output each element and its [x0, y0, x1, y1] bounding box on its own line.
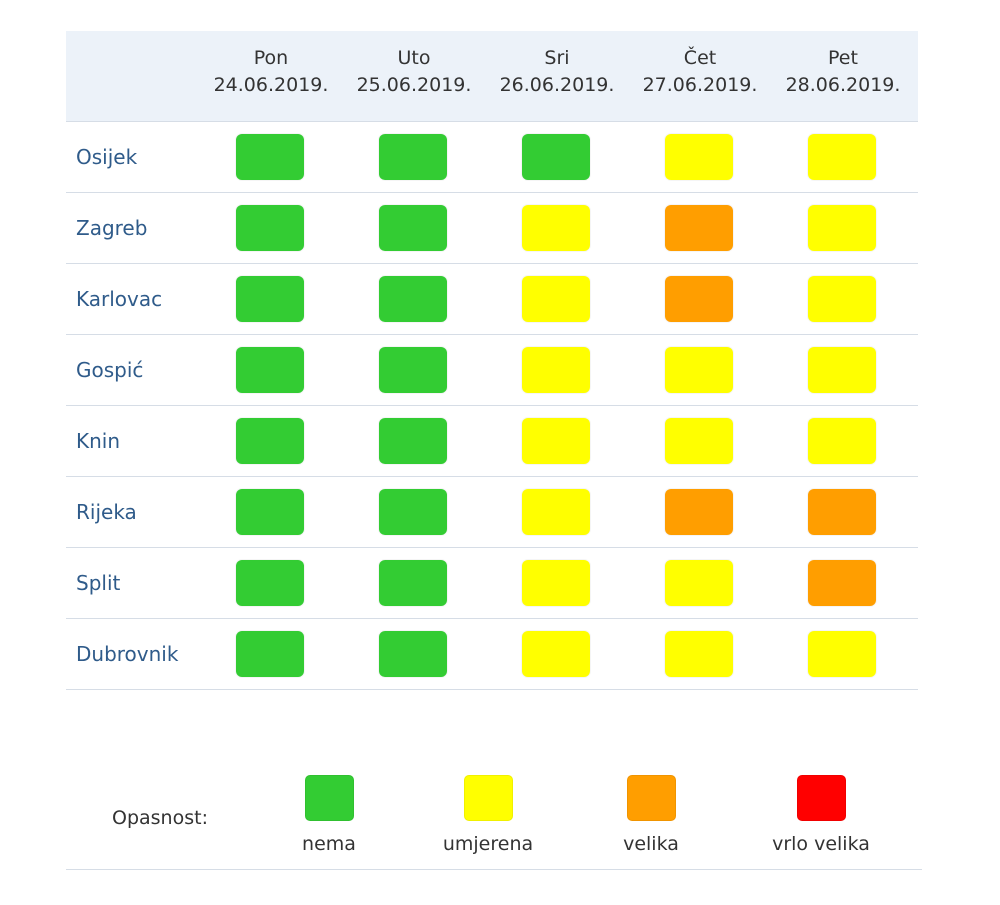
table-row: Karlovac [66, 264, 918, 335]
hazard-cell-nema [379, 276, 447, 322]
legend-label: Opasnost: [112, 807, 208, 829]
hazard-cell-umjerena [808, 134, 876, 180]
legend-item-nema: nema [254, 775, 404, 855]
table-row: Dubrovnik [66, 619, 918, 690]
day-header-2: Sri 26.06.2019. [487, 45, 627, 99]
hazard-cell-nema [236, 560, 304, 606]
legend-item-umjerena: umjerena [413, 775, 563, 855]
hazard-cell-velika [808, 489, 876, 535]
hazard-cell-umjerena [522, 489, 590, 535]
day-name: Čet [683, 47, 717, 69]
hazard-cell-umjerena [665, 347, 733, 393]
day-date: 28.06.2019. [785, 74, 901, 96]
hazard-cell-umjerena [808, 205, 876, 251]
table-row: Zagreb [66, 193, 918, 264]
city-name: Gospić [76, 358, 144, 382]
day-date: 27.06.2019. [642, 74, 758, 96]
hazard-cell-umjerena [522, 631, 590, 677]
hazard-cell-nema [236, 631, 304, 677]
hazard-cell-umjerena [522, 418, 590, 464]
city-name: Rijeka [76, 500, 137, 524]
hazard-cell-velika [665, 276, 733, 322]
hazard-cell-nema [379, 418, 447, 464]
legend-swatch [304, 775, 354, 821]
hazard-cell-umjerena [665, 560, 733, 606]
hazard-cell-nema [236, 347, 304, 393]
legend-text: velika [623, 833, 679, 855]
hazard-legend: Opasnost: nema umjerena velika vrlo veli… [66, 745, 922, 870]
hazard-cell-umjerena [808, 347, 876, 393]
table-body: Osijek Zagreb Karlovac Gospić Knin Rijeka Spli… [66, 122, 918, 690]
hazard-cell-nema [236, 489, 304, 535]
day-header-0: Pon 24.06.2019. [201, 45, 341, 99]
day-name: Sri [544, 47, 570, 69]
day-date: 24.06.2019. [213, 74, 329, 96]
day-header-1: Uto 25.06.2019. [344, 45, 484, 99]
hazard-cell-umjerena [522, 560, 590, 606]
hazard-cell-umjerena [665, 418, 733, 464]
legend-text: umjerena [442, 833, 534, 855]
legend-text: vrlo velika [772, 833, 870, 855]
day-date: 25.06.2019. [356, 74, 472, 96]
day-name: Uto [397, 47, 431, 69]
hazard-cell-nema [236, 276, 304, 322]
day-name: Pon [253, 47, 289, 69]
day-header-4: Pet 28.06.2019. [773, 45, 913, 99]
hazard-cell-velika [808, 560, 876, 606]
table-row: Osijek [66, 122, 918, 193]
city-name: Split [76, 571, 121, 595]
city-name: Knin [76, 429, 121, 453]
forecast-table: Pon 24.06.2019. Uto 25.06.2019. Sri 26.0… [66, 31, 918, 690]
legend-swatch [463, 775, 513, 821]
hazard-cell-umjerena [808, 276, 876, 322]
hazard-cell-nema [379, 205, 447, 251]
hazard-cell-nema [379, 631, 447, 677]
legend-text: nema [302, 833, 356, 855]
hazard-cell-velika [665, 489, 733, 535]
day-header-3: Čet 27.06.2019. [630, 45, 770, 99]
hazard-cell-nema [236, 205, 304, 251]
hazard-cell-nema [379, 347, 447, 393]
day-name: Pet [828, 47, 858, 69]
hazard-cell-umjerena [522, 347, 590, 393]
legend-item-vrlo-velika: vrlo velika [746, 775, 896, 855]
hazard-cell-nema [236, 418, 304, 464]
hazard-cell-velika [665, 205, 733, 251]
hazard-cell-umjerena [808, 631, 876, 677]
day-date: 26.06.2019. [499, 74, 615, 96]
city-name: Dubrovnik [76, 642, 179, 666]
hazard-cell-nema [236, 134, 304, 180]
legend-swatch [626, 775, 676, 821]
hazard-cell-umjerena [522, 276, 590, 322]
legend-item-velika: velika [576, 775, 726, 855]
hazard-cell-nema [379, 560, 447, 606]
table-row: Gospić [66, 335, 918, 406]
hazard-cell-nema [379, 489, 447, 535]
city-name: Karlovac [76, 287, 163, 311]
legend-swatch [796, 775, 846, 821]
city-name: Osijek [76, 145, 138, 169]
hazard-cell-nema [522, 134, 590, 180]
hazard-cell-umjerena [665, 134, 733, 180]
hazard-cell-nema [379, 134, 447, 180]
table-row: Split [66, 548, 918, 619]
table-row: Knin [66, 406, 918, 477]
hazard-cell-umjerena [808, 418, 876, 464]
hazard-cell-umjerena [522, 205, 590, 251]
table-row: Rijeka [66, 477, 918, 548]
city-name: Zagreb [76, 216, 148, 240]
hazard-cell-umjerena [665, 631, 733, 677]
table-header: Pon 24.06.2019. Uto 25.06.2019. Sri 26.0… [66, 31, 918, 122]
